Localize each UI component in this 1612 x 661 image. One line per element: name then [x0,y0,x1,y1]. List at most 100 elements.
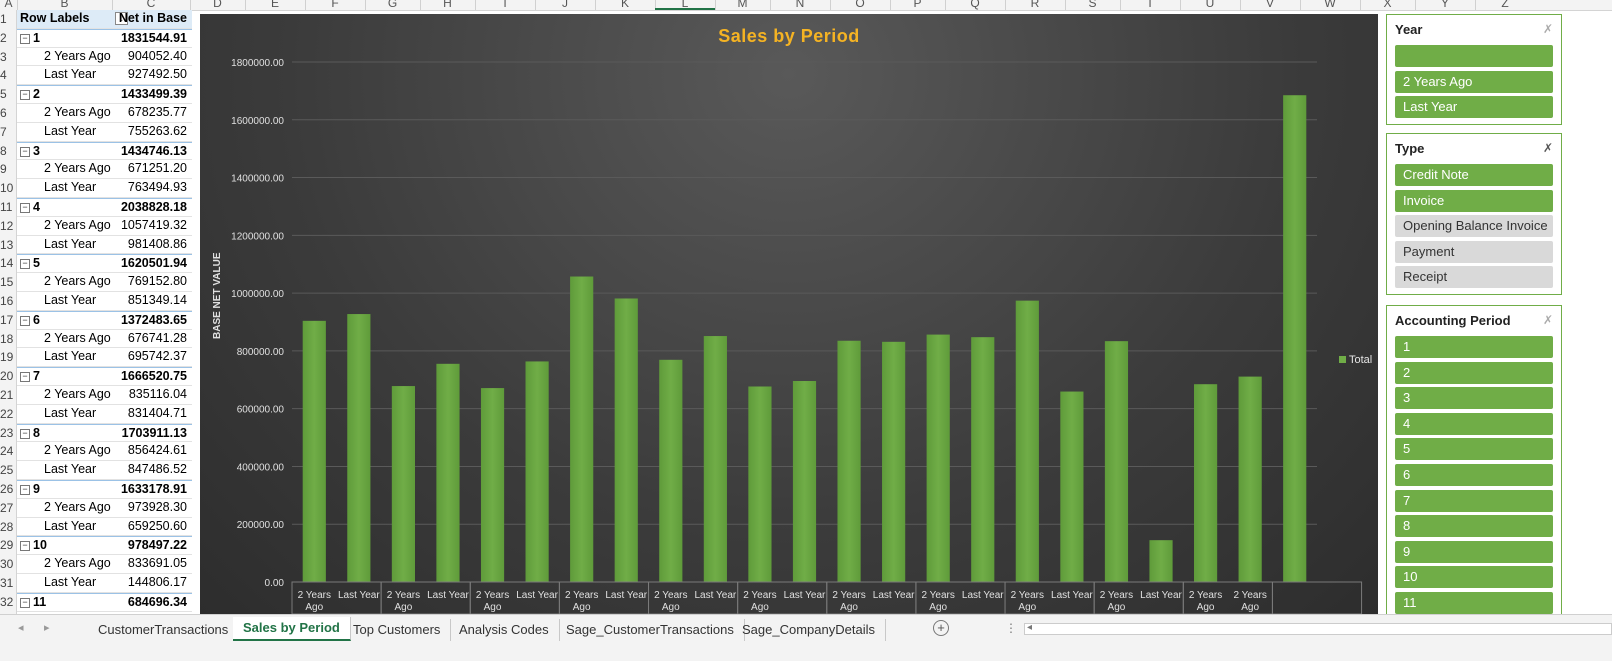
slicer-item[interactable]: Opening Balance Invoice [1395,215,1553,238]
row-number[interactable]: 24 [0,444,14,459]
bar[interactable] [1283,95,1307,582]
row-number[interactable]: 5 [0,87,7,102]
collapse-icon[interactable]: − [20,485,30,495]
bar[interactable] [1194,384,1218,582]
row-number[interactable]: 13 [0,237,14,252]
pivot-row[interactable]: Last Year 659250.60 [17,518,192,537]
column-header[interactable]: N [795,0,805,10]
horizontal-scrollbar[interactable]: ◂ [1024,622,1612,635]
pivot-row[interactable]: −5 1620501.94 [17,254,192,274]
pivot-row[interactable]: 2 Years Ago 835116.04 [17,386,192,405]
pivot-row[interactable]: 2 Years Ago 856424.61 [17,442,192,462]
row-number[interactable]: 4 [0,68,7,83]
bar[interactable] [525,361,549,582]
bar[interactable] [570,276,594,582]
row-number[interactable]: 17 [0,312,14,327]
collapse-icon[interactable]: − [20,33,30,44]
row-number[interactable]: 18 [0,331,14,346]
row-number[interactable]: 23 [0,425,14,440]
clear-filter-icon[interactable]: ✗ [1542,313,1553,327]
column-header[interactable]: F [331,0,339,10]
row-number[interactable]: 26 [0,482,14,496]
slicer-item[interactable]: Invoice [1395,189,1553,212]
sheet-tab[interactable]: Sage_CompanyDetails [732,619,886,641]
sheet-tab[interactable]: Analysis Codes [449,619,560,641]
column-header[interactable]: E [270,0,279,10]
bar[interactable] [302,320,326,582]
slicer-item[interactable]: 3 [1395,387,1553,410]
slicer-item[interactable]: Receipt [1395,266,1553,289]
pivot-header-row[interactable]: Row Labels ↓ Net in Base [17,10,192,29]
slicer-item[interactable]: 8 [1395,515,1553,538]
row-number[interactable]: 8 [0,143,7,158]
collapse-icon[interactable]: − [20,428,30,439]
slicer-item[interactable]: Payment [1395,240,1553,263]
more-options-icon[interactable]: ⋮ [1005,621,1017,635]
column-header[interactable]: U [1205,0,1215,10]
row-number[interactable]: 11 [0,200,13,214]
column-header[interactable]: Z [1501,0,1509,10]
column-header[interactable]: V [1265,0,1274,10]
collapse-icon[interactable]: − [20,541,30,552]
column-header[interactable]: Y [1440,0,1449,10]
pivot-row[interactable]: 2 Years Ago 973928.30 [17,499,192,518]
row-number[interactable]: 21 [0,388,14,402]
scroll-left-icon[interactable]: ◂ [1027,622,1033,633]
column-header[interactable]: I [503,0,507,10]
pivot-row[interactable]: −6 1372483.65 [17,310,192,330]
slicer-item[interactable]: 4 [1395,412,1553,435]
bar[interactable] [659,359,683,582]
year-slicer[interactable]: Year ✗ 2 Years Ago Last Year [1386,14,1562,125]
pivot-row[interactable]: 2 Years Ago 833691.05 [17,555,192,574]
bar[interactable] [882,341,906,582]
column-header[interactable]: A [4,0,13,10]
bar[interactable] [1015,300,1039,582]
row-number[interactable]: 22 [0,406,14,421]
pivot-row[interactable]: −11 684696.34 [17,592,192,612]
slicer-item[interactable]: 11 [1395,592,1553,614]
slicer-item[interactable]: 5 [1395,438,1553,461]
next-sheet-icon[interactable]: ▸ [44,622,50,634]
column-header[interactable]: J [562,0,568,10]
slicer-item[interactable]: 10 [1395,566,1553,589]
bar[interactable] [792,381,817,582]
pivot-row[interactable]: 2 Years Ago 1057419.32 [17,217,192,236]
column-header[interactable]: M [737,0,748,10]
slicer-item[interactable]: 9 [1395,540,1553,563]
pivot-row[interactable]: 2 Years Ago 769152.80 [17,273,192,292]
column-header[interactable]: X [1383,0,1392,10]
collapse-icon[interactable]: − [20,146,30,157]
pivot-row[interactable]: −7 1666520.75 [17,367,192,386]
row-number[interactable]: 32 [0,594,14,609]
row-number[interactable]: 2 [0,30,7,45]
row-number[interactable]: 30 [0,557,14,572]
column-header[interactable]: D [213,0,222,10]
column-header[interactable]: L [681,0,689,10]
column-header[interactable]: Q [970,0,980,10]
slicer-item[interactable]: 7 [1395,489,1553,512]
collapse-icon[interactable]: − [20,597,30,608]
bar[interactable] [926,334,950,582]
slicer-item[interactable]: 2 Years Ago [1395,70,1553,93]
bar[interactable] [436,363,460,582]
bar[interactable] [703,336,727,582]
row-number[interactable]: 1 [0,12,7,26]
column-header[interactable]: H [443,0,452,10]
pivot-row[interactable]: Last Year 831404.71 [17,405,192,424]
slicer-item[interactable]: 2 [1395,361,1553,384]
bar[interactable] [347,314,371,582]
bar[interactable] [748,386,772,582]
row-number[interactable]: 28 [0,519,14,534]
pivot-row[interactable]: 2 Years Ago 676741.28 [17,330,192,349]
pivot-row[interactable]: −10 978497.22 [17,536,192,556]
row-number[interactable]: 12 [0,218,14,233]
pivot-row[interactable]: Last Year 144806.17 [17,574,192,593]
accounting-period-slicer[interactable]: Accounting Period ✗ 1 2 3 4 5 6 7 8 9 10 11 [1386,305,1562,617]
pivot-row[interactable]: 2 Years Ago 678235.77 [17,104,192,123]
pivot-row[interactable]: Last Year 847486.52 [17,461,192,480]
sheet-tab[interactable]: CustomerTransactions [88,619,240,641]
slicer-item[interactable]: Last Year [1395,96,1553,119]
previous-sheet-icon[interactable]: ◂ [18,622,24,634]
filter-dropdown-icon[interactable]: ↓ [115,12,128,25]
row-number[interactable]: 14 [0,256,14,271]
